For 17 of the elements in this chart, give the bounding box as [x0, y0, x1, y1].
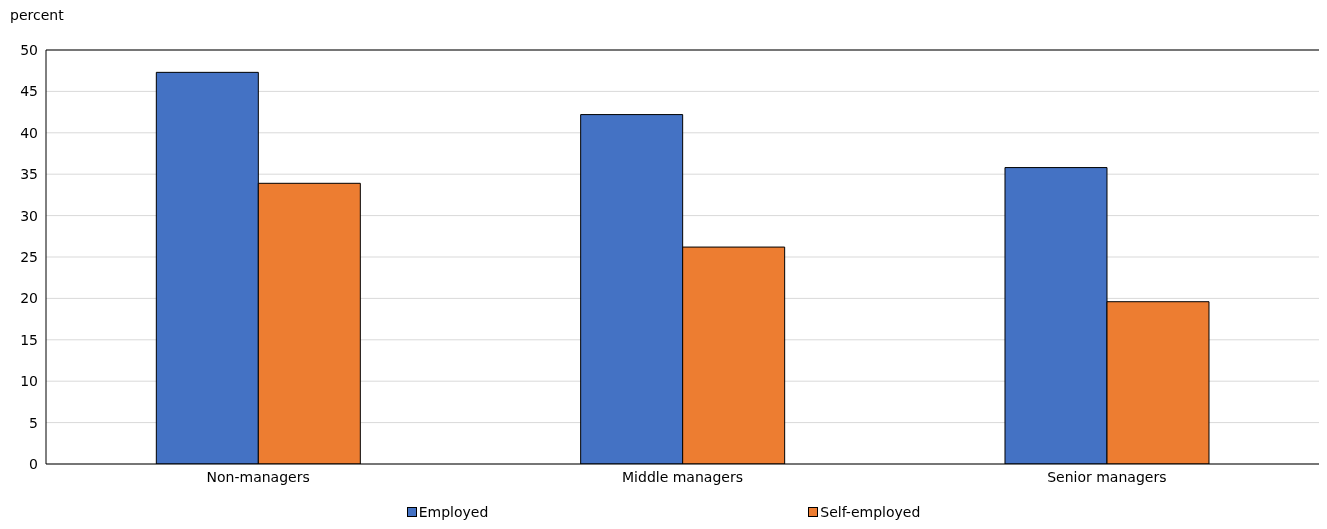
y-tick-label: 25 — [20, 248, 38, 265]
x-tick-label: Senior managers — [1047, 468, 1167, 485]
y-tick-label: 5 — [29, 414, 38, 431]
legend-label: Self-employed — [819, 504, 921, 520]
y-tick-label: 15 — [20, 331, 38, 348]
y-tick-label: 45 — [20, 83, 38, 100]
y-tick-label: 0 — [29, 455, 38, 472]
y-tick-label: 10 — [20, 373, 38, 390]
y-tick-label: 30 — [20, 207, 38, 224]
y-tick-label: 35 — [20, 166, 38, 183]
y-tick-label: 20 — [20, 290, 38, 307]
x-tick-label: Middle managers — [622, 468, 743, 485]
y-tick-label: 40 — [20, 124, 38, 141]
y-tick-label: 50 — [20, 41, 38, 58]
x-tick-label: Non-managers — [206, 468, 310, 485]
legend-label: Employed — [417, 504, 489, 520]
y-axis-title: percent — [9, 7, 65, 25]
